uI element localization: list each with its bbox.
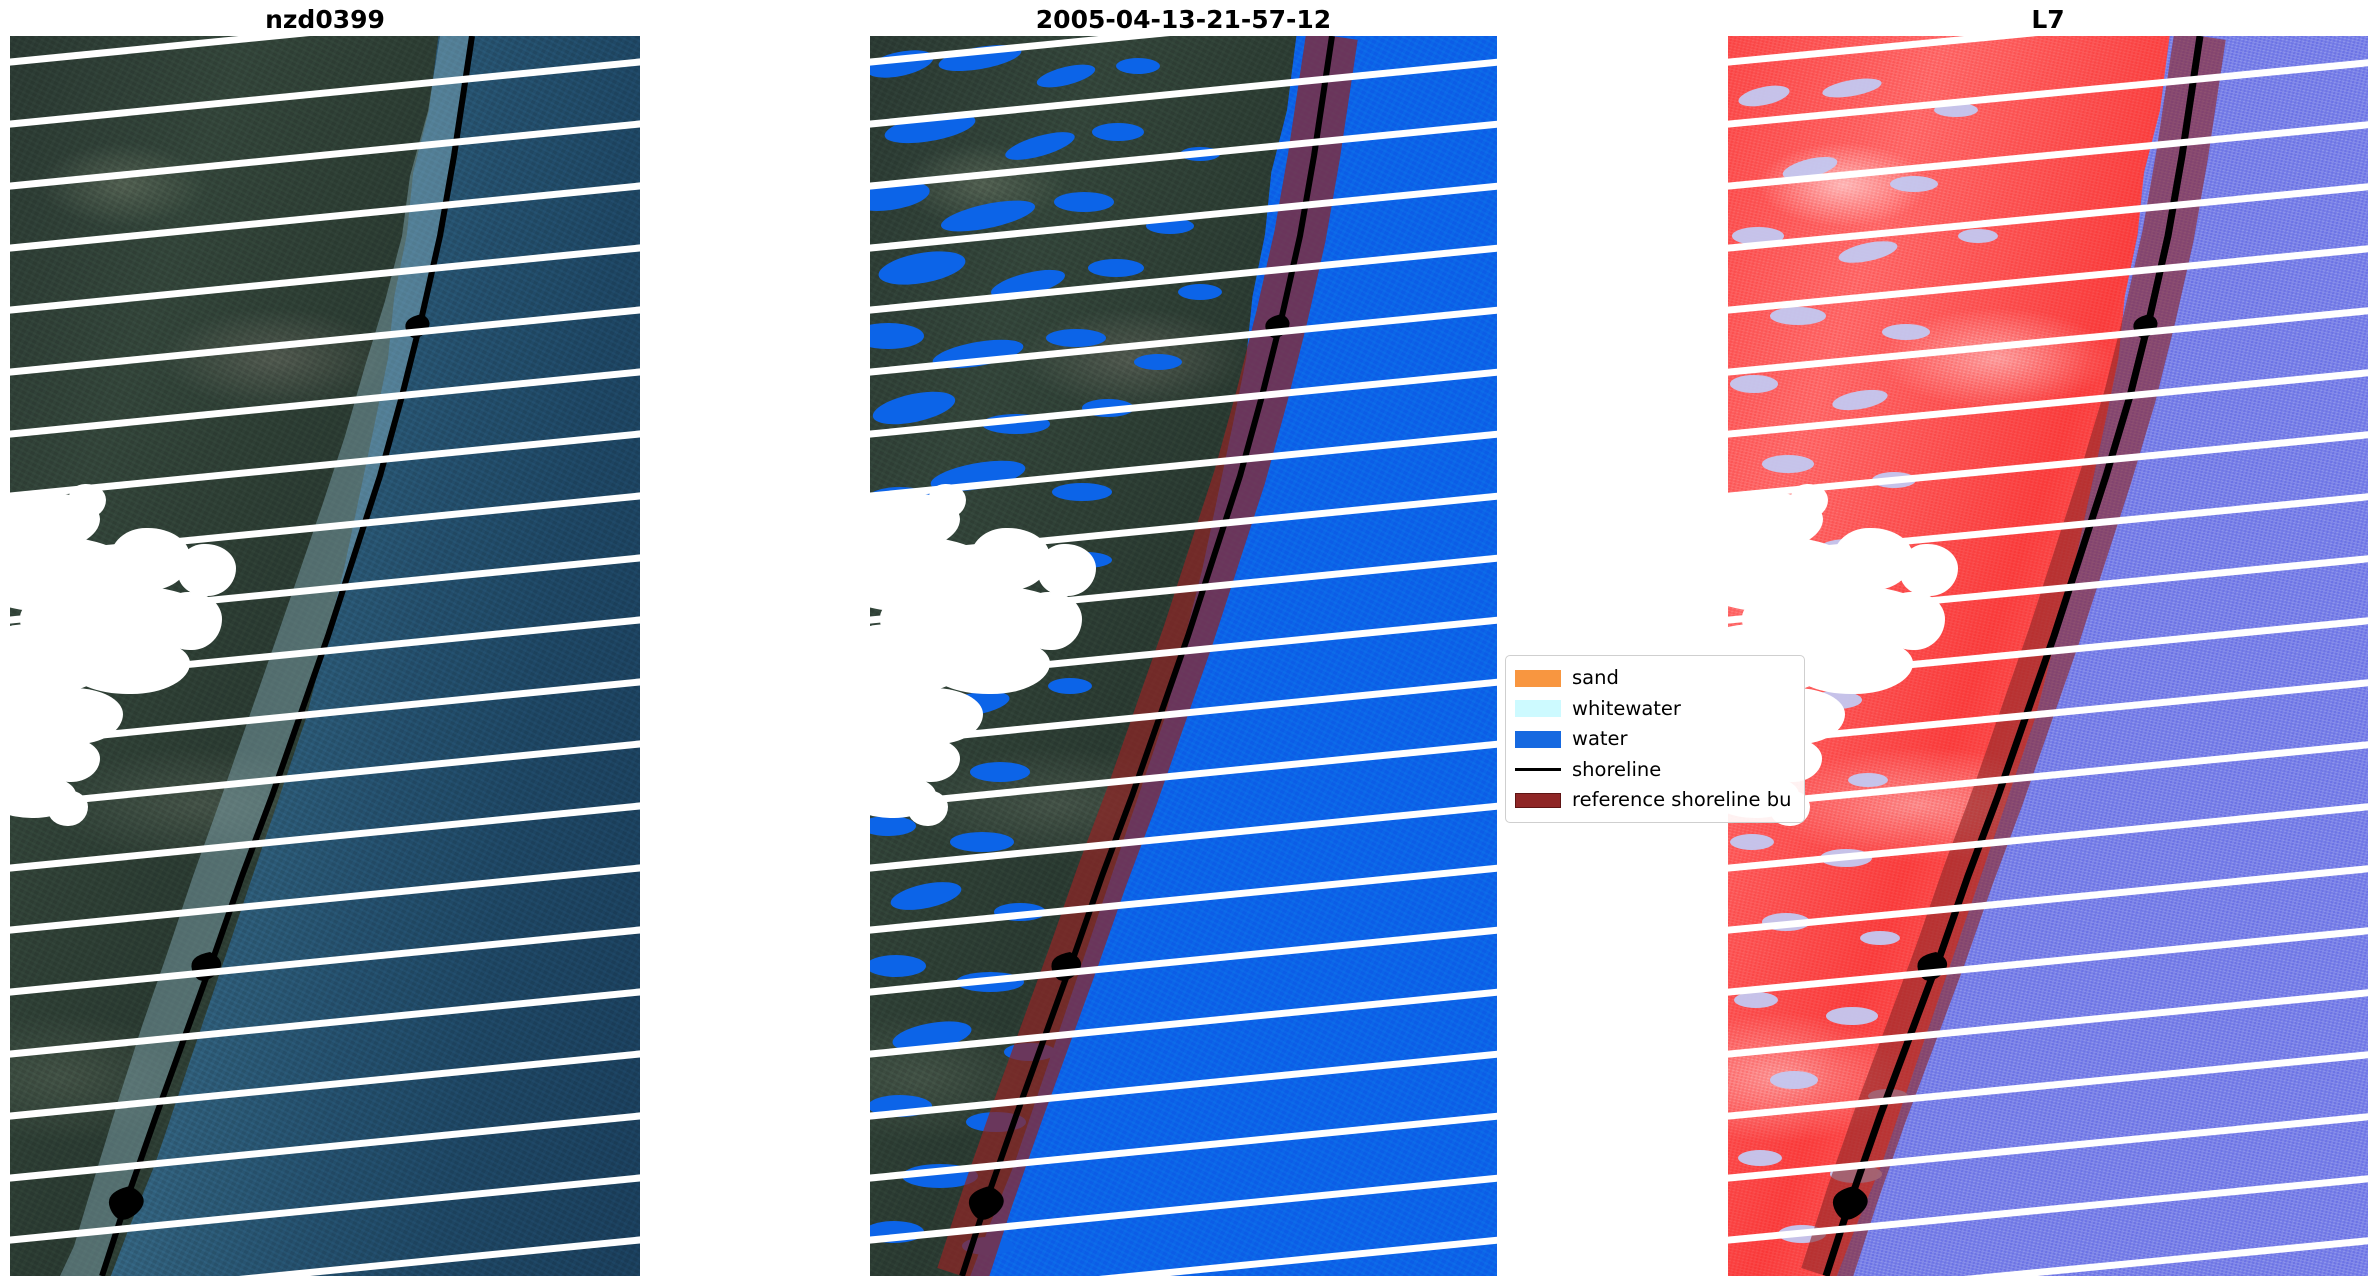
image-panel-true-color[interactable]	[10, 36, 640, 1276]
legend-item-reference-shoreline-buffer: reference shoreline bu	[1515, 790, 1794, 810]
reference-shoreline-buffer-swatch-icon	[1515, 792, 1561, 808]
legend-label-whitewater: whitewater	[1572, 696, 1681, 720]
shoreline-overlay-middle	[959, 36, 1335, 1276]
legend-item-water: water	[1515, 729, 1794, 749]
panel-title-middle: 2005-04-13-21-57-12	[1035, 5, 1332, 34]
panel-title-left: nzd0399	[265, 5, 385, 34]
sand-swatch-icon	[1515, 669, 1561, 687]
image-panel-false-color[interactable]	[1728, 36, 2368, 1276]
legend-label-water: water	[1572, 727, 1628, 750]
water-swatch-icon	[1515, 730, 1561, 748]
legend-label-sand: sand	[1572, 666, 1619, 689]
legend-item-whitewater: whitewater	[1515, 696, 1794, 720]
shoreline-overlay-right	[1822, 36, 2204, 1276]
legend-item-shoreline: shoreline	[1515, 757, 1794, 781]
shoreline-overlay-left	[99, 36, 475, 1276]
image-panel-classification[interactable]	[870, 36, 1497, 1276]
legend-label-shoreline: shoreline	[1572, 757, 1662, 781]
panel-title-right: L7	[2031, 5, 2065, 34]
legend-label-reference-shoreline-buffer: reference shoreline bu	[1572, 788, 1792, 811]
whitewater-swatch-icon	[1515, 700, 1561, 717]
legend-item-sand: sand	[1515, 668, 1794, 688]
shoreline-line-icon	[1515, 768, 1561, 771]
legend: sand whitewater water shoreline referenc…	[1505, 655, 1805, 823]
